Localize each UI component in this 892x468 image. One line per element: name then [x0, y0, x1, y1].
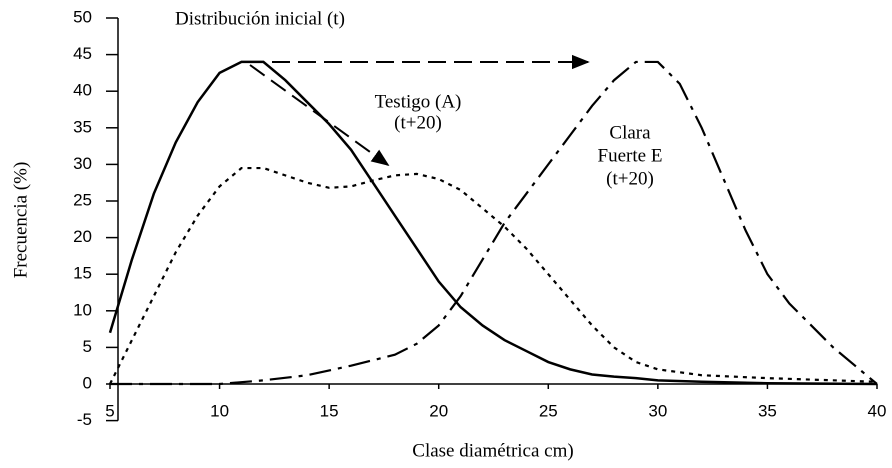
x-tick-label: 10 — [210, 401, 229, 420]
y-tick-label: 10 — [73, 300, 92, 319]
y-tick-label: 0 — [83, 373, 92, 392]
y-axis-label: Frecuencia (%) — [10, 162, 31, 279]
y-tick-label: 45 — [73, 44, 92, 63]
x-axis-label: Clase diamétrica cm) — [412, 440, 573, 461]
x-tick-label: 5 — [105, 401, 114, 420]
y-tick-label: 50 — [73, 7, 92, 26]
y-tick-label: 35 — [73, 117, 92, 136]
line-series — [109, 166, 878, 385]
y-tick-label: 15 — [73, 264, 92, 283]
annotation: (t+20) — [394, 112, 442, 133]
line-series — [108, 60, 878, 386]
x-tick-label: 30 — [648, 401, 667, 420]
x-tick-label: 15 — [320, 401, 339, 420]
y-tick-label: -5 — [77, 410, 92, 429]
y-tick-label: 40 — [73, 81, 92, 100]
annotation: Fuerte E — [598, 145, 663, 166]
y-tick-label: 25 — [73, 190, 92, 209]
annotation: (t+20) — [606, 168, 654, 189]
annotation: Clara — [609, 122, 651, 143]
x-tick-label: 35 — [758, 401, 777, 420]
x-tick-label: 25 — [539, 401, 558, 420]
x-tick-label: 20 — [429, 401, 448, 420]
annotation: Distribución inicial (t) — [175, 8, 345, 29]
y-tick-label: 20 — [73, 227, 92, 246]
y-tick-label: 5 — [83, 337, 92, 356]
annotation: Testigo (A) — [375, 91, 462, 112]
y-tick-label: 30 — [73, 154, 92, 173]
x-tick-label: 40 — [868, 401, 887, 420]
line-series — [110, 60, 878, 386]
